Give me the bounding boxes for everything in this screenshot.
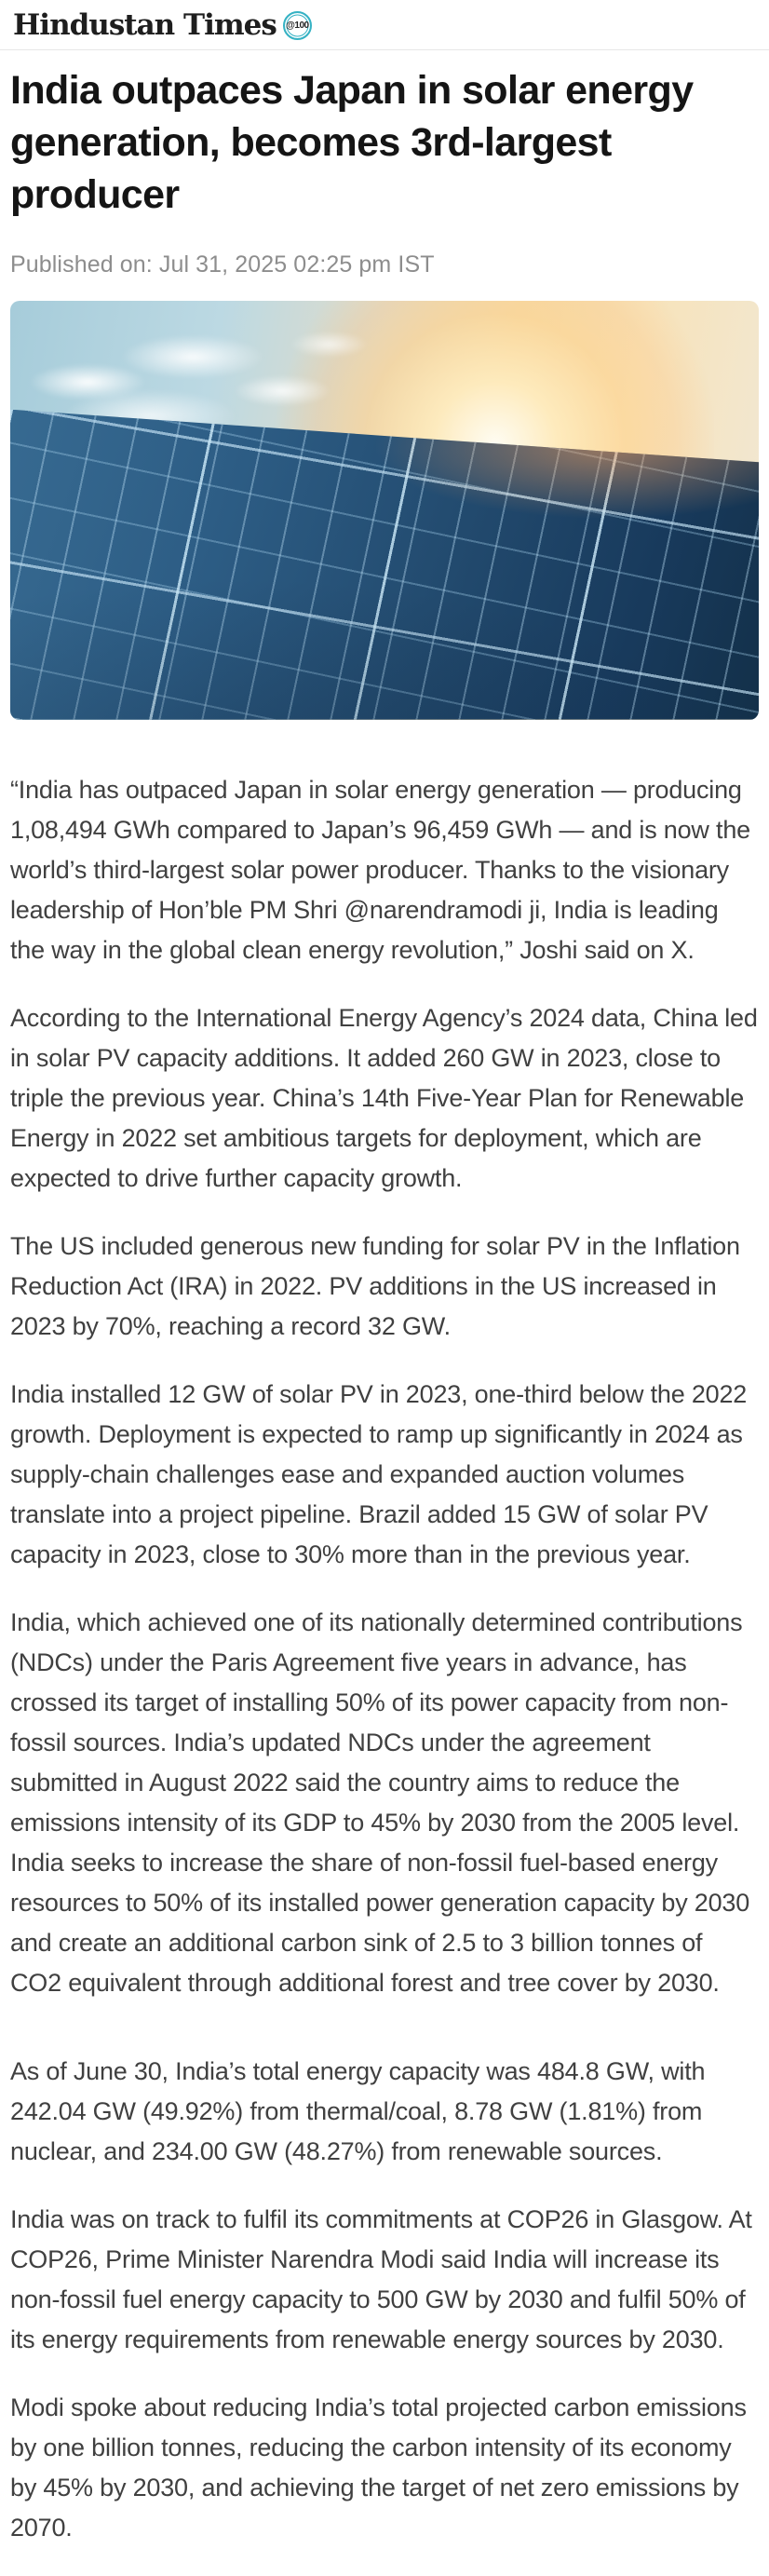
article-paragraph: India installed 12 GW of solar PV in 202… bbox=[10, 1379, 748, 1568]
article-headline: India outpaces Japan in solar energy gen… bbox=[10, 68, 694, 217]
image-vignette bbox=[10, 300, 759, 720]
article-body: India outpaces Japan in solar energy gen… bbox=[0, 65, 769, 2548]
solar-panels bbox=[10, 409, 759, 720]
article-paragraph: The US included generous new funding for… bbox=[10, 1231, 740, 1340]
article-paragraph: “India has outpaced Japan in solar energ… bbox=[10, 775, 750, 964]
hero-image bbox=[10, 300, 759, 720]
article-text: “India has outpaced Japan in solar energ… bbox=[10, 770, 759, 2548]
article-paragraph: Modi spoke about reducing India’s total … bbox=[10, 2393, 747, 2542]
article-paragraph: As of June 30, India’s total energy capa… bbox=[10, 2056, 706, 2165]
published-timestamp: Published on: Jul 31, 2025 02:25 pm IST bbox=[10, 251, 435, 278]
brand-wordmark: Hindustan Times bbox=[13, 8, 277, 42]
site-header: Hindustan Times @100 bbox=[0, 0, 769, 50]
article-paragraph: India, which achieved one of its nationa… bbox=[10, 1607, 750, 1997]
ht-100-anniversary-badge-icon: @100 bbox=[282, 11, 312, 40]
article-paragraph: India was on track to fulfil its commitm… bbox=[10, 2204, 752, 2353]
hindustan-times-logo[interactable]: Hindustan Times @100 bbox=[13, 11, 312, 40]
article-paragraph: According to the International Energy Ag… bbox=[10, 1003, 758, 1192]
